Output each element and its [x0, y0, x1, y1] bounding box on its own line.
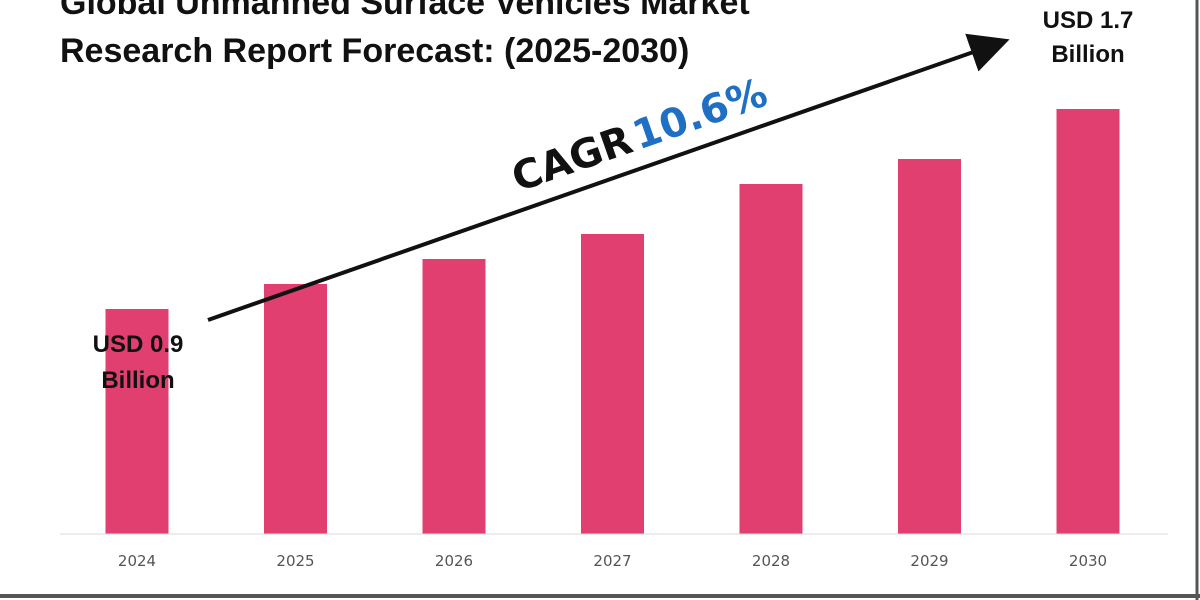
start-value-label-line-1: USD 0.9: [93, 331, 184, 358]
x-tick-2024: 2024: [118, 552, 156, 570]
x-tick-2029: 2029: [910, 552, 948, 570]
chart-title-line-1: Global Unmanned Surface Vehicles Market: [60, 0, 750, 22]
bars-group: [105, 109, 1120, 534]
end-value-label-line-2: Billion: [1051, 41, 1124, 68]
bar-2024: [105, 309, 169, 534]
chart-title-line-2: Research Report Forecast: (2025-2030): [60, 32, 689, 70]
x-tick-2027: 2027: [593, 552, 631, 570]
x-tick-2030: 2030: [1069, 552, 1107, 570]
x-tick-2025: 2025: [276, 552, 314, 570]
bar-2029: [898, 159, 961, 534]
bar-2030: [1056, 109, 1120, 534]
x-tick-labels: 2024 2025 2026 2027 2028 2029 2030: [118, 552, 1107, 570]
end-value-label-line-1: USD 1.7: [1043, 7, 1134, 34]
bar-2026: [422, 259, 486, 534]
bar-2027: [581, 234, 644, 534]
start-value-label-line-2: Billion: [101, 367, 174, 394]
bar-2025: [264, 284, 327, 534]
x-tick-2028: 2028: [752, 552, 790, 570]
bar-2028: [739, 184, 803, 534]
cagr-label: CAGR: [506, 117, 638, 201]
growth-arrow: [207, 33, 1010, 322]
x-tick-2026: 2026: [435, 552, 473, 570]
